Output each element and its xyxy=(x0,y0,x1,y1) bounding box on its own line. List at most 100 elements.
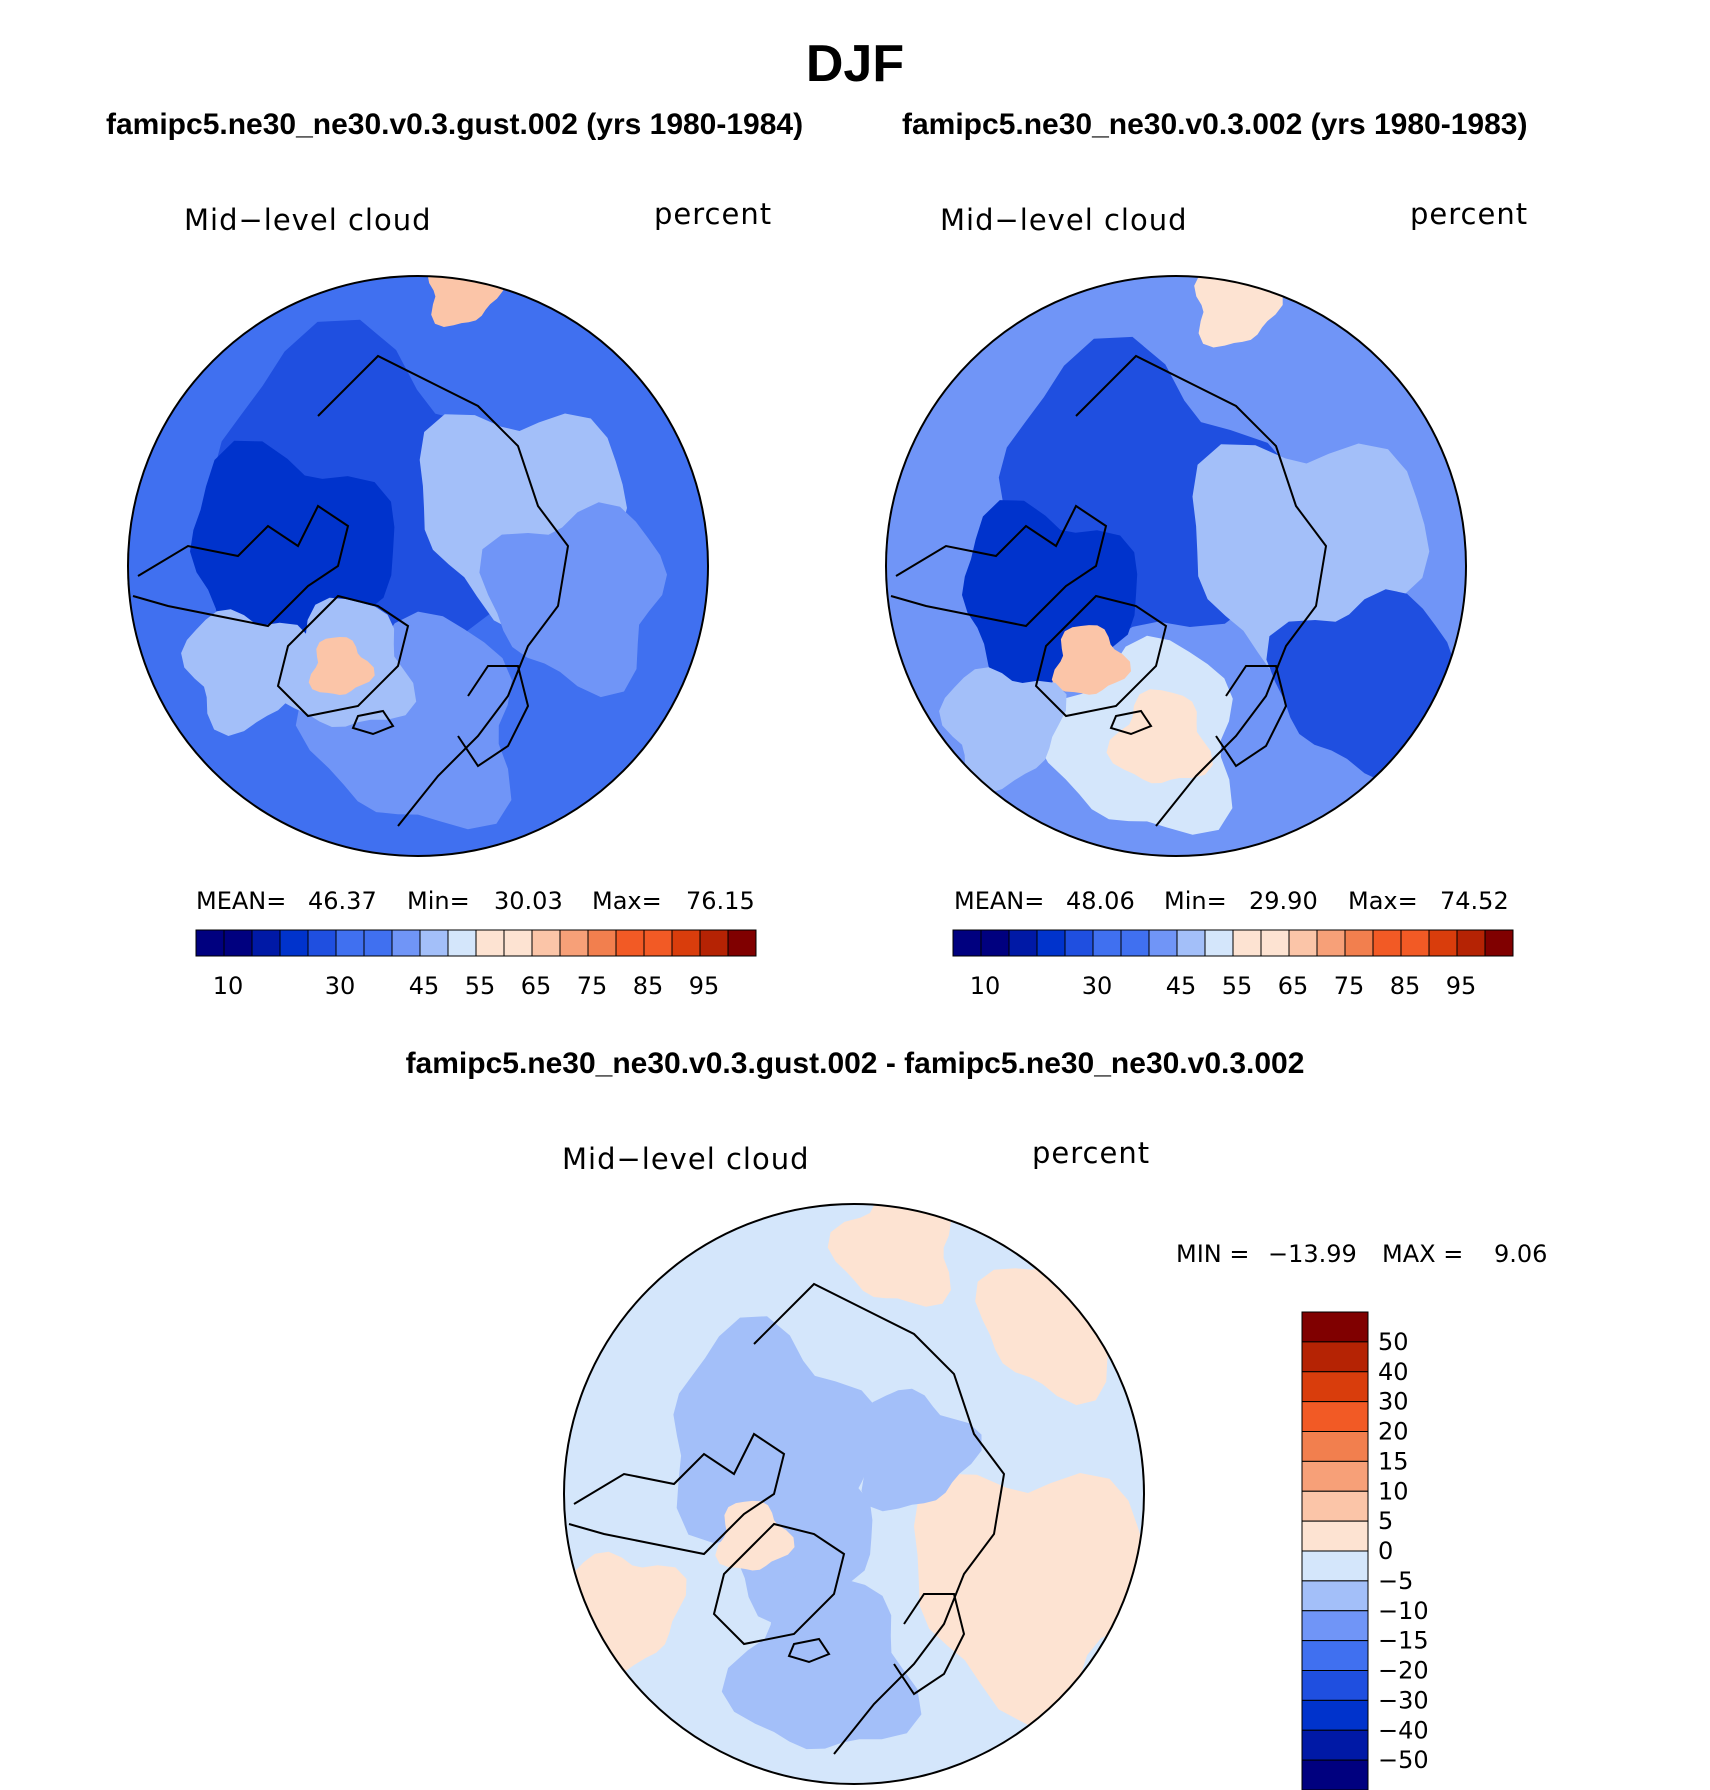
panel1-left-label: Mid−level cloud xyxy=(184,203,432,237)
page-title: DJF xyxy=(805,35,905,93)
panel2-right-label: percent xyxy=(1410,197,1529,231)
diff-colorbar-box xyxy=(1301,1699,1369,1731)
diff-contour-region xyxy=(914,1473,1144,1725)
panel2-colorbar-box xyxy=(1204,929,1234,957)
diff-north-america xyxy=(568,1432,786,1556)
panel2-case-title: famipc5.ne30_ne30.v0.3.002 (yrs 1980-198… xyxy=(902,108,1528,141)
diff-colorbar-tick-label: −5 xyxy=(1378,1567,1413,1595)
panel2-max-label: Max= xyxy=(1348,887,1418,915)
panel1-colorbar-box xyxy=(391,929,421,957)
panel1-colorbar-box xyxy=(699,929,729,957)
panel2-colorbar-box xyxy=(1008,929,1038,957)
diff-contour-region xyxy=(855,1388,982,1512)
diff-colorbar-tick-label: 10 xyxy=(1378,1477,1409,1505)
diff-greenland xyxy=(712,1522,846,1646)
panel2-colorbar-tick-label: 65 xyxy=(1278,972,1309,1000)
panel2-map-border xyxy=(885,275,1467,857)
diff-colorbar-box xyxy=(1301,1460,1369,1492)
panel2-colorbar-tick-label: 95 xyxy=(1446,972,1477,1000)
diff-colorbar-tick-label: −20 xyxy=(1378,1657,1429,1685)
panel2-colorbar-box xyxy=(1260,929,1290,957)
diff-min-label: MIN = xyxy=(1176,1240,1250,1268)
panel2-colorbar-box xyxy=(1036,929,1066,957)
panel1-greenland xyxy=(276,594,410,718)
panel2-mean-value: 48.06 xyxy=(1066,887,1135,915)
panel1-colorbar-tick-label: 95 xyxy=(689,972,720,1000)
diff-colorbar-box xyxy=(1301,1520,1369,1552)
panel1-colorbar-tick-label: 45 xyxy=(409,972,440,1000)
panel1-contour-region xyxy=(308,637,375,695)
panel1-eurasia xyxy=(317,354,570,827)
panel2-colorbar-box xyxy=(1372,929,1402,957)
panel1-colorbar-box xyxy=(195,929,225,957)
diff-colorbar-box xyxy=(1301,1311,1369,1343)
panel2-colorbar-box xyxy=(1316,929,1346,957)
diff-colorbar-box xyxy=(1301,1729,1369,1761)
diff-colorbar-box xyxy=(1301,1401,1369,1432)
diff-colorbar-box xyxy=(1301,1670,1369,1701)
diff-iceland xyxy=(787,1637,831,1664)
panel2-colorbar-box xyxy=(1456,929,1486,957)
diff-right-label: percent xyxy=(1032,1136,1151,1170)
diff-contour-region xyxy=(721,1573,922,1750)
panel2-left-label: Mid−level cloud xyxy=(940,203,1188,237)
diff-left-label: Mid−level cloud xyxy=(562,1142,810,1176)
panel1-colorbar-box xyxy=(419,929,449,957)
panel1-contour-region xyxy=(419,413,627,634)
panel1-colorbar-tick-label: 55 xyxy=(465,972,496,1000)
panel1-colorbar-box xyxy=(559,929,589,957)
diff-colorbar-tick-label: 50 xyxy=(1378,1328,1409,1356)
diff-scandinavia xyxy=(893,1593,966,1696)
diff-colorbar-box xyxy=(1301,1431,1369,1462)
panel2-scandinavia xyxy=(1215,665,1288,768)
panel1-iceland xyxy=(351,709,395,736)
panel1-field xyxy=(128,276,708,856)
diff-colorbar-box xyxy=(1301,1759,1369,1790)
panel1-colorbar-box xyxy=(335,929,365,957)
diff-colorbar-tick-label: 15 xyxy=(1378,1447,1409,1475)
panel2-north-america xyxy=(890,504,1108,628)
diff-colorbar-tick-label: −50 xyxy=(1378,1746,1429,1774)
panel2-colorbar-box xyxy=(1148,929,1178,957)
panel2-colorbar-box xyxy=(1288,929,1318,957)
panel2-contour-region xyxy=(1266,589,1454,785)
panel1-colorbar-box xyxy=(251,929,281,957)
panel2-contour-region xyxy=(1051,625,1131,695)
panel1-min-value: 30.03 xyxy=(494,887,563,915)
diff-colorbar-box xyxy=(1301,1550,1369,1582)
diff-max-value: 9.06 xyxy=(1494,1240,1548,1268)
diff-max-label: MAX = xyxy=(1382,1240,1464,1268)
panel2-colorbar-box xyxy=(1064,929,1094,957)
panel1-min-label: Min= xyxy=(407,887,470,915)
panel2-colorbar-box xyxy=(980,929,1010,957)
panel1-colorbar-box xyxy=(363,929,393,957)
panel1-colorbar-tick-label: 65 xyxy=(521,972,552,1000)
diff-contour-region xyxy=(827,1204,952,1307)
panel2-max-value: 74.52 xyxy=(1440,887,1509,915)
panel2-field xyxy=(886,276,1466,856)
panel1-right-label: percent xyxy=(654,197,773,231)
diff-colorbar-tick-label: −15 xyxy=(1378,1627,1429,1655)
panel2-mean-label: MEAN= xyxy=(954,887,1045,915)
panel1-colorbar-box xyxy=(475,929,505,957)
panel1-mean-value: 46.37 xyxy=(308,887,377,915)
panel2-contour-region xyxy=(1106,689,1213,784)
panel2-iceland xyxy=(1109,709,1153,736)
panel1-coastlines xyxy=(132,354,570,827)
panel1-colorbar-box xyxy=(279,929,309,957)
diff-colorbar-tick-label: 30 xyxy=(1378,1388,1409,1416)
diff-colorbar-box xyxy=(1301,1371,1369,1403)
diff-colorbar-tick-label: −30 xyxy=(1378,1686,1429,1714)
panel1-max-label: Max= xyxy=(592,887,662,915)
panel2-min-value: 29.90 xyxy=(1249,887,1318,915)
panel1-colorbar-box xyxy=(615,929,645,957)
diff-colorbar-box xyxy=(1301,1610,1369,1642)
diff-min-value: −13.99 xyxy=(1268,1240,1357,1268)
panel1-mean-label: MEAN= xyxy=(196,887,287,915)
panel2-colorbar-box xyxy=(1400,929,1430,957)
panel2-contour-region xyxy=(1192,443,1430,696)
diff-colorbar-tick-label: 40 xyxy=(1378,1358,1409,1386)
panel1-contour-region xyxy=(181,609,309,736)
diff-colorbar-box xyxy=(1301,1640,1369,1671)
panel1-colorbar-box xyxy=(643,929,673,957)
